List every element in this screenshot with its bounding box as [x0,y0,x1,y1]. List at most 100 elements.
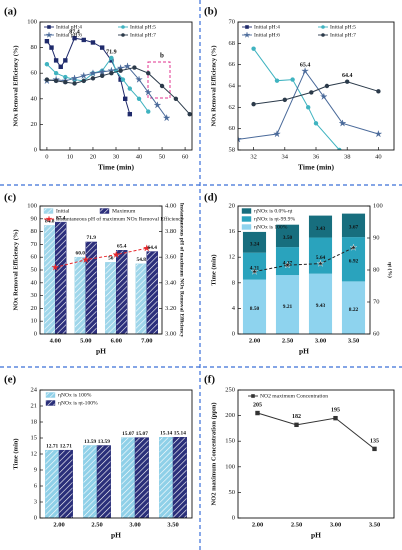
y-tick-label: 50 [31,266,38,273]
x-tick-label: 2.50 [291,521,302,528]
y-tick-label: 80 [31,44,38,51]
marker [333,415,338,421]
y-tick-label: 62 [229,104,236,111]
x-tick-label: 50 [159,153,166,160]
marker [173,96,179,102]
y-axis-title: NOx Removal Efficiency (%) [12,45,19,126]
legend-label: Initial pH:7 [130,32,156,38]
y2-tick-label: 3.60 [165,254,176,261]
y-tick-label: 6 [34,482,38,489]
bar [58,449,73,518]
panel-label: (a) [4,6,17,18]
bar [135,263,148,334]
x-tick-label: 34 [282,153,289,160]
marker [159,83,165,89]
y-tick-label: 9 [34,466,37,473]
bar [44,225,56,334]
panel-label: (e) [4,374,17,386]
y-tick-label: 20 [31,305,38,312]
marker [98,67,107,76]
x-tick-label: 3.00 [315,337,326,344]
bar-segment [341,213,366,238]
segment-label: 3.50 [283,235,293,241]
marker [162,113,171,122]
y-tick-label: 60 [229,125,236,132]
legend-swatch [99,208,110,214]
marker [245,25,249,29]
value-label: 182 [292,414,301,420]
marker [238,135,242,143]
marker [283,261,292,269]
y2-axis-title: ηt (%) [387,262,394,278]
y-tick-label: 150 [225,438,235,445]
plot-frame [237,21,395,151]
y-tick-label: 4 [232,305,236,312]
bar [45,449,60,518]
peak-label: 87.4 [69,30,80,36]
marker [243,31,251,38]
marker [294,422,299,428]
marker [120,77,126,82]
marker [45,31,53,38]
y-tick-label: 12 [31,450,38,457]
marker [118,77,123,82]
marker [109,58,114,63]
legend-swatch [241,224,252,230]
marker [372,446,377,452]
bar [55,221,67,334]
bar-segment [275,247,300,276]
x-tick-label: 3.50 [348,337,359,344]
marker [345,79,350,84]
y2-tick-label: 4.00 [165,202,176,209]
y-axis-title: NOx Removal Efficiency (%) [12,229,19,310]
y-tick-label: 20 [229,202,236,209]
y-tick-label: 66 [229,61,236,68]
y-tick-label: 18 [31,418,38,425]
y-tick-label: 0 [34,514,37,521]
panel-label: (d) [204,192,218,204]
legend-swatch [45,392,56,398]
segment-label: 9.21 [283,304,293,310]
x-tick-label: 4.00 [50,337,61,344]
legend-swatch [241,216,252,222]
marker [282,97,287,103]
plot-frame [39,389,193,519]
bar-segment [242,231,267,253]
plot-frame [237,205,371,335]
y-tick-label: 58 [229,146,236,153]
plot-data [255,410,377,452]
value-label: 12.71 [60,443,72,449]
value-label: 15.07 [122,431,134,437]
legend-label: Initial pH:5 [330,24,356,30]
marker [306,105,311,110]
bar-segment [308,215,333,238]
marker [338,119,347,127]
x-tick-label: 3.00 [330,521,341,528]
value-label: 56 [108,256,114,262]
y-tick-label: 30 [31,292,38,299]
marker [136,96,142,102]
y-tick-label: 70 [229,18,236,25]
marker [81,37,86,43]
marker [63,58,68,63]
marker [349,243,358,251]
segment-label: 3.24 [250,242,260,248]
legend-label: ηNOx is ηt-100% [58,400,98,406]
y-tick-label: 20 [31,121,38,128]
x-tick-label: 6.00 [111,337,122,344]
value-label: 15.07 [136,431,148,437]
marker [337,147,342,150]
marker [81,255,90,264]
marker [53,78,59,84]
y-tick-label: 60 [31,254,38,261]
value-label: 205 [253,402,262,408]
series-line [55,247,147,268]
y-tick-label: 0 [232,514,235,521]
value-label: 60.0 [76,250,86,256]
y-tick-label: 90 [31,215,38,222]
marker [121,33,125,37]
marker [142,244,151,252]
inset-label: b [160,52,164,60]
bar [116,250,128,334]
